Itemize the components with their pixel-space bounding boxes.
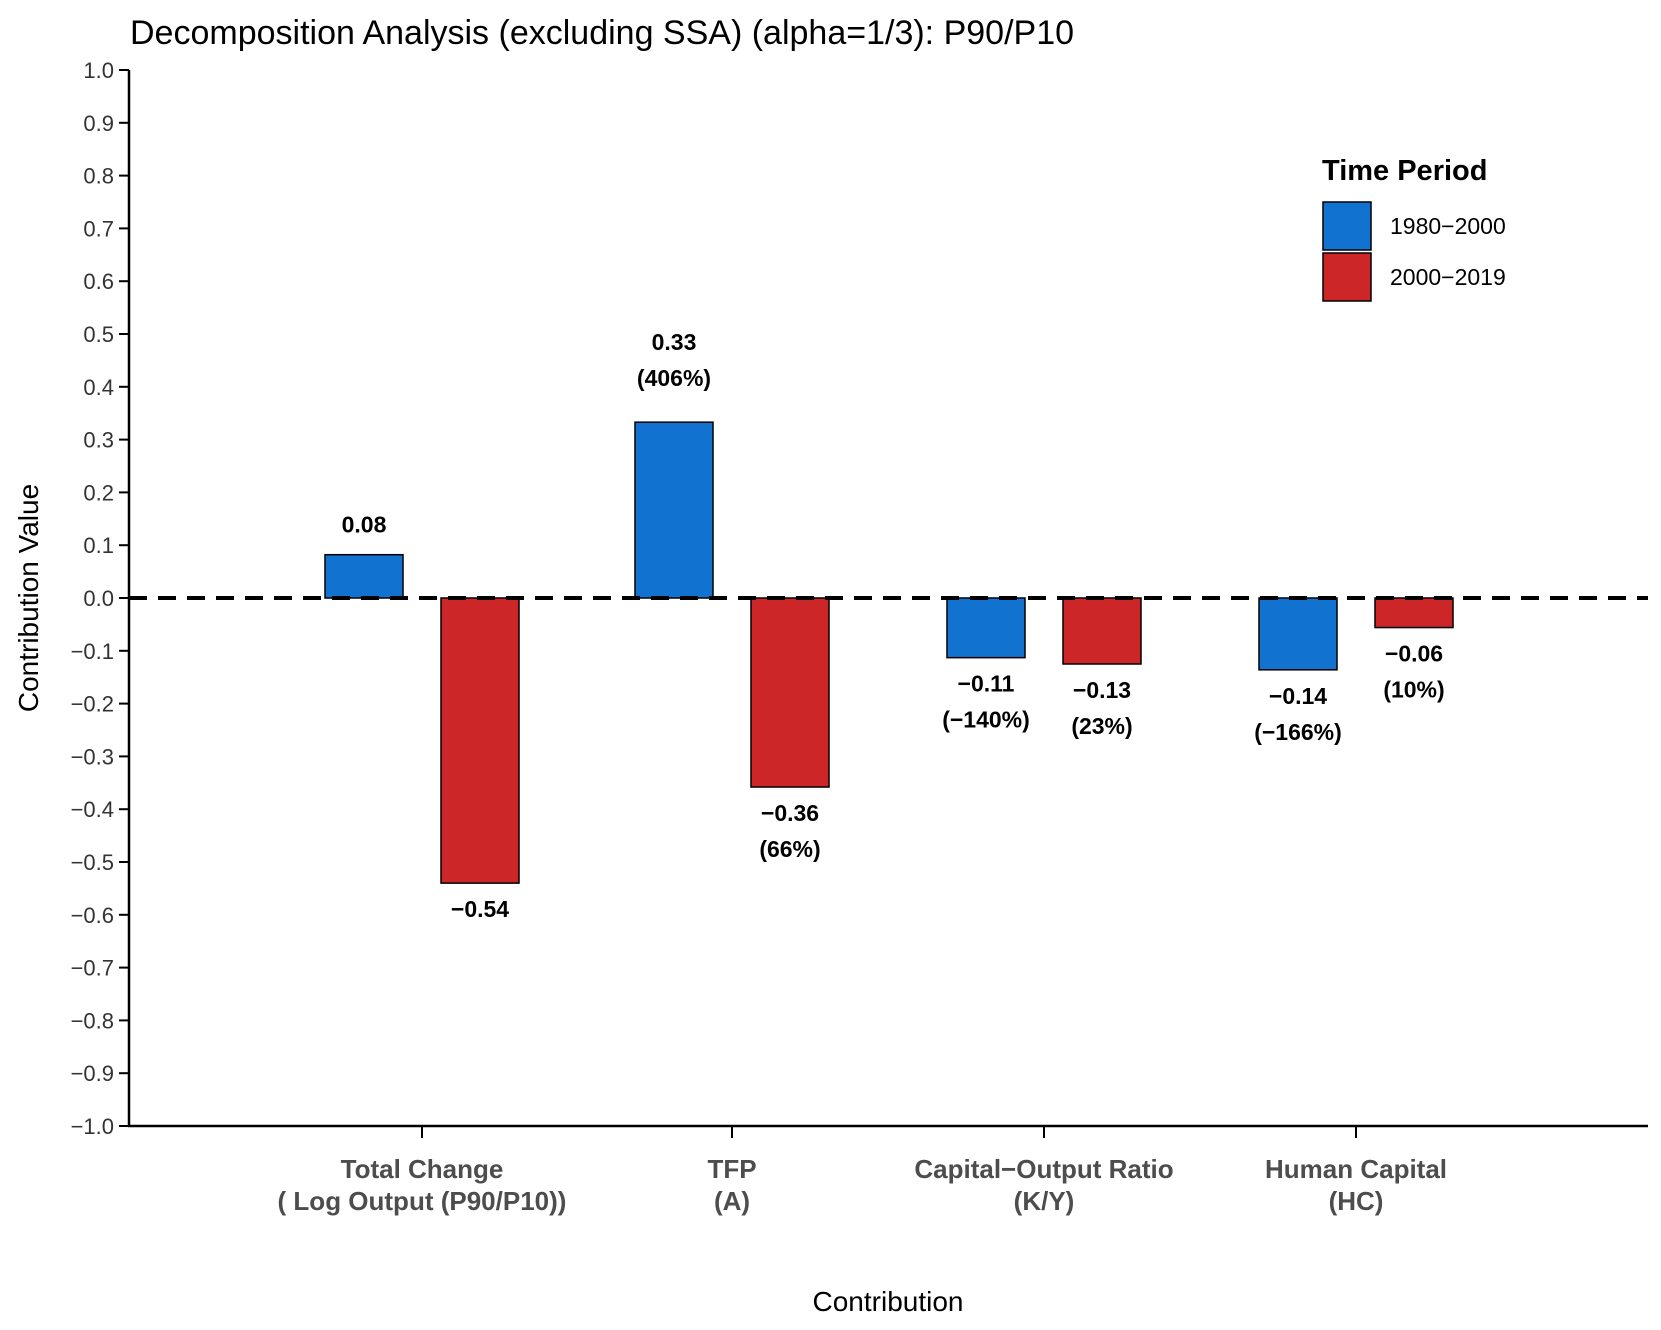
legend-swatch xyxy=(1322,201,1372,251)
category-sublabel: (HC) xyxy=(1329,1186,1384,1216)
legend-label: 1980−2000 xyxy=(1390,213,1506,239)
bar-percent-label: (23%) xyxy=(1071,713,1132,739)
bar xyxy=(440,597,520,884)
bar-percent-label: (−166%) xyxy=(1254,719,1342,745)
bar-value-label: −0.14 xyxy=(1269,683,1327,709)
y-tick-label: 0.4 xyxy=(83,375,114,400)
category-sublabel: (A) xyxy=(714,1186,750,1216)
bar-value-label: −0.11 xyxy=(958,671,1015,697)
bar-value-label: 0.33 xyxy=(652,329,697,355)
category-label: Total Change xyxy=(341,1154,504,1184)
y-tick-label: −1.0 xyxy=(71,1114,114,1139)
category-sublabel: ( Log Output (P90/P10)) xyxy=(278,1186,567,1216)
bar-value-label: 0.08 xyxy=(342,512,387,538)
y-tick-label: −0.7 xyxy=(71,956,114,981)
y-axis-title: Contribution Value xyxy=(13,484,44,712)
bar-value-label: −0.06 xyxy=(1385,641,1443,667)
y-tick-label: 0.9 xyxy=(83,111,114,136)
y-tick-label: −0.6 xyxy=(71,903,114,928)
bar-percent-label: (−140%) xyxy=(942,707,1030,733)
bar-percent-label: (66%) xyxy=(759,836,820,862)
bar-value-label: −0.13 xyxy=(1073,677,1131,703)
bar xyxy=(324,553,404,599)
y-tick-label: −0.2 xyxy=(71,692,114,717)
y-tick-label: 0.8 xyxy=(83,164,114,189)
y-tick-label: 0.2 xyxy=(83,480,114,505)
y-tick-label: −0.9 xyxy=(71,1061,114,1086)
y-tick-label: −0.3 xyxy=(71,744,114,769)
y-tick-label: −0.8 xyxy=(71,1008,114,1033)
category-sublabel: (K/Y) xyxy=(1014,1186,1075,1216)
bar-percent-label: (406%) xyxy=(637,365,711,391)
y-tick-label: 0.7 xyxy=(83,216,114,241)
y-tick-label: 0.1 xyxy=(83,533,114,558)
bar-value-label: −0.36 xyxy=(761,800,819,826)
y-tick-label: 0.3 xyxy=(83,428,114,453)
category-label: Capital−Output Ratio xyxy=(914,1154,1173,1184)
y-tick-label: −0.4 xyxy=(71,797,114,822)
y-tick-label: 1.0 xyxy=(83,58,114,83)
y-tick-label: −0.5 xyxy=(71,850,114,875)
bar-value-label: −0.54 xyxy=(451,896,509,922)
bar xyxy=(750,597,830,788)
bar-percent-label: (10%) xyxy=(1383,677,1444,703)
legend-swatch xyxy=(1322,252,1372,302)
y-tick-label: 0.5 xyxy=(83,322,114,347)
legend: Time Period 1980−2000 2000−2019 xyxy=(1322,155,1506,302)
bar xyxy=(946,597,1026,659)
y-tick-label: 0.6 xyxy=(83,269,114,294)
category-label: TFP xyxy=(707,1154,756,1184)
bar xyxy=(1258,597,1338,671)
legend-label: 2000−2019 xyxy=(1390,264,1506,290)
y-tick-label: 0.0 xyxy=(83,586,114,611)
x-axis-title: Contribution xyxy=(813,1286,964,1317)
bar xyxy=(1062,597,1142,665)
chart-title: Decomposition Analysis (excluding SSA) (… xyxy=(130,14,1074,52)
category-label: Human Capital xyxy=(1265,1154,1447,1184)
y-tick-label: −0.1 xyxy=(71,639,114,664)
plot-area: 1.0 0.9 0.8 0.7 0.6 0.5 0.4 0.3 0.2 0.1 0.0 −0.1 −0.… xyxy=(71,58,1648,1216)
bar xyxy=(634,421,714,599)
bar xyxy=(1374,597,1454,629)
legend-title: Time Period xyxy=(1322,155,1487,187)
